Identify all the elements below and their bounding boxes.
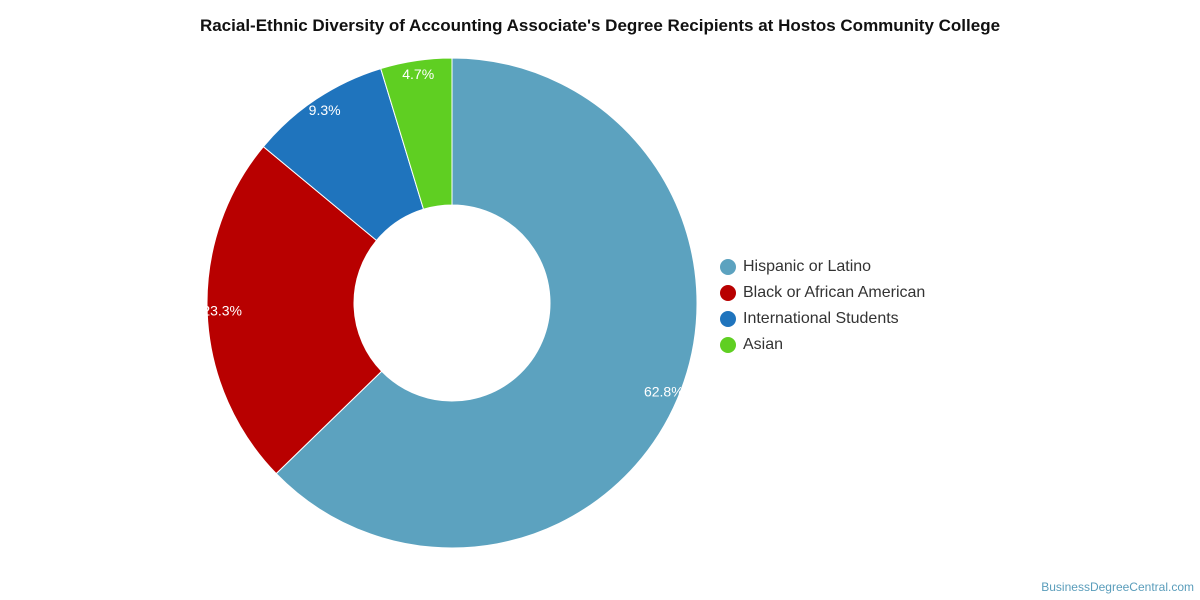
legend-label: International Students <box>743 310 899 327</box>
slice-hispanic-or-latino[interactable] <box>275 57 698 549</box>
legend-item[interactable]: Black or African American <box>720 280 925 306</box>
legend: Hispanic or Latino Black or African Ameri… <box>720 254 925 358</box>
legend-item[interactable]: International Students <box>720 306 925 332</box>
slice-asian[interactable] <box>380 57 453 210</box>
legend-label: Black or African American <box>743 284 926 301</box>
legend-item[interactable]: Asian <box>720 332 925 358</box>
slice-black-or-african-american[interactable] <box>206 145 383 475</box>
slice-label: 9.3% <box>309 102 341 118</box>
chart-title: Racial-Ethnic Diversity of Accounting As… <box>199 16 1001 35</box>
slice-label: 23.3% <box>202 303 242 319</box>
legend-label: Hispanic or Latino <box>743 258 872 275</box>
slice-label: 62.8% <box>644 383 684 399</box>
legend-swatch <box>720 285 736 301</box>
slices-group <box>206 57 698 549</box>
legend-item[interactable]: Hispanic or Latino <box>720 254 925 280</box>
labels-group: 62.8% 23.3% 9.3% 4.7% <box>202 66 683 399</box>
legend-swatch <box>720 259 736 275</box>
watermark[interactable]: BusinessDegreeCentral.com <box>1041 580 1194 594</box>
legend-swatch <box>720 337 736 353</box>
legend-swatch <box>720 311 736 327</box>
legend-label: Asian <box>743 336 784 353</box>
slice-label: 4.7% <box>402 66 434 82</box>
